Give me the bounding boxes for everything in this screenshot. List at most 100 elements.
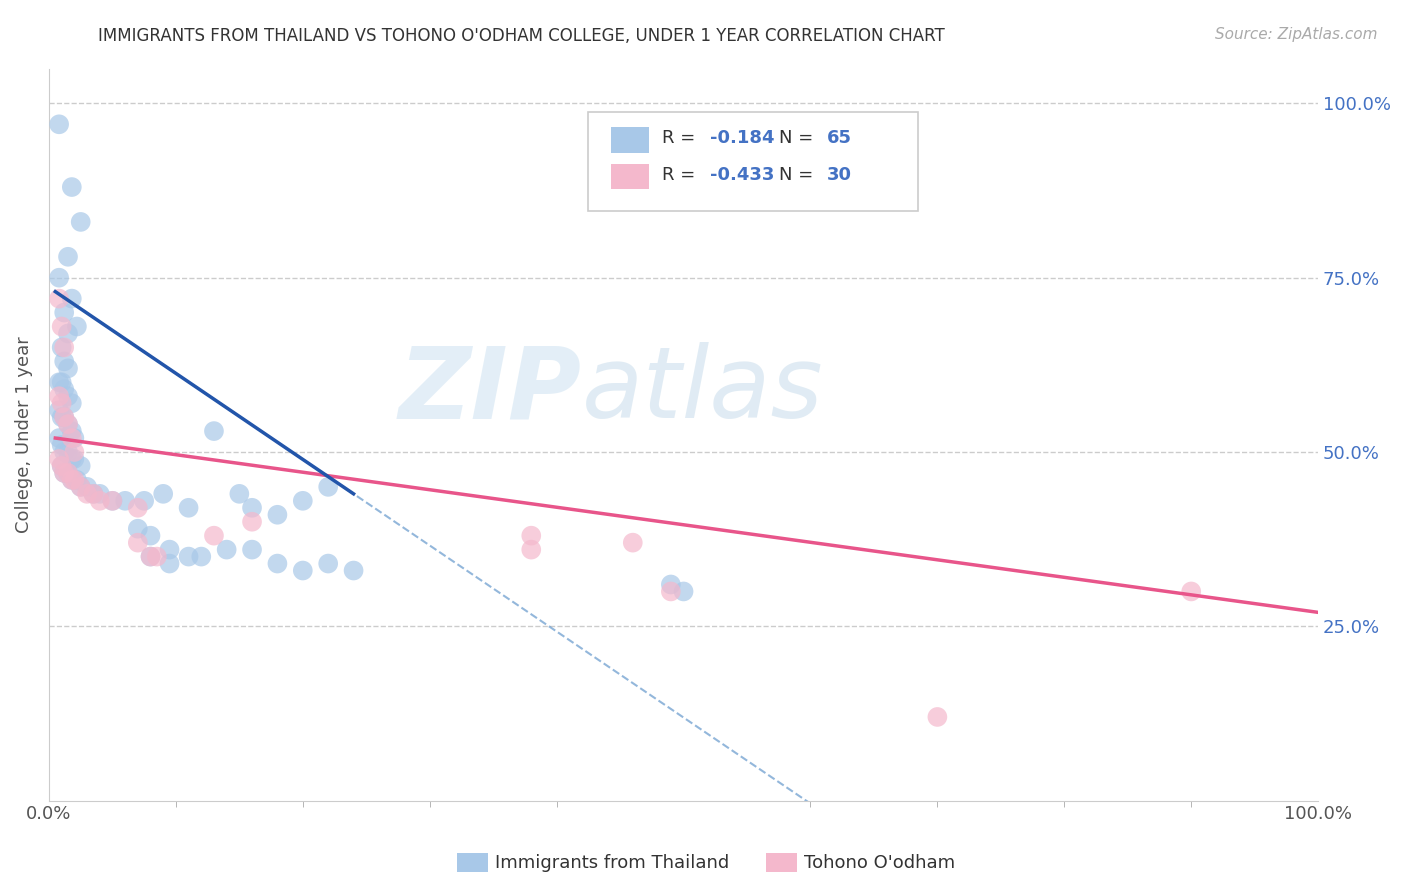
Point: [60, 424, 83, 438]
Point: [127, 535, 149, 549]
Point: [159, 542, 181, 557]
Point: [291, 564, 314, 578]
Point: [66, 473, 89, 487]
Point: [659, 577, 682, 591]
Point: [240, 515, 263, 529]
Text: N =: N =: [779, 129, 818, 147]
Point: [51, 340, 73, 354]
Point: [127, 522, 149, 536]
Point: [53, 340, 76, 354]
Point: [82, 487, 104, 501]
Point: [51, 438, 73, 452]
Point: [48, 452, 70, 467]
Point: [48, 270, 70, 285]
Point: [101, 493, 124, 508]
Point: [342, 564, 364, 578]
Point: [48, 292, 70, 306]
Point: [60, 292, 83, 306]
Text: -0.433: -0.433: [710, 166, 775, 184]
Point: [63, 473, 86, 487]
Point: [56, 466, 79, 480]
Point: [316, 480, 339, 494]
Point: [152, 487, 174, 501]
Bar: [612, 127, 650, 153]
Point: [56, 466, 79, 480]
Point: [69, 458, 91, 473]
Text: ZIP: ZIP: [399, 343, 582, 439]
Text: atlas: atlas: [582, 343, 824, 439]
Point: [139, 529, 162, 543]
Bar: [612, 164, 650, 189]
Point: [48, 117, 70, 131]
Text: Immigrants from Thailand: Immigrants from Thailand: [495, 854, 730, 871]
Point: [53, 305, 76, 319]
Point: [621, 535, 644, 549]
Point: [56, 417, 79, 431]
Point: [266, 508, 288, 522]
Point: [53, 382, 76, 396]
Text: Tohono O'odham: Tohono O'odham: [804, 854, 955, 871]
Point: [316, 557, 339, 571]
Point: [48, 403, 70, 417]
Point: [177, 549, 200, 564]
Point: [291, 493, 314, 508]
Point: [53, 354, 76, 368]
Text: 65: 65: [827, 129, 852, 147]
Point: [89, 493, 111, 508]
Point: [82, 487, 104, 501]
Point: [146, 549, 169, 564]
Point: [53, 466, 76, 480]
Point: [56, 326, 79, 341]
Point: [56, 445, 79, 459]
Point: [672, 584, 695, 599]
Point: [48, 376, 70, 390]
Point: [240, 542, 263, 557]
Point: [51, 458, 73, 473]
Point: [51, 410, 73, 425]
Text: IMMIGRANTS FROM THAILAND VS TOHONO O'ODHAM COLLEGE, UNDER 1 YEAR CORRELATION CHA: IMMIGRANTS FROM THAILAND VS TOHONO O'ODH…: [98, 27, 945, 45]
Point: [76, 487, 98, 501]
Text: R =: R =: [662, 166, 702, 184]
Point: [63, 452, 86, 467]
Point: [240, 500, 263, 515]
Point: [139, 549, 162, 564]
Point: [139, 549, 162, 564]
Point: [659, 584, 682, 599]
Point: [56, 250, 79, 264]
Point: [69, 480, 91, 494]
Point: [215, 542, 238, 557]
Point: [69, 215, 91, 229]
Point: [60, 473, 83, 487]
Text: Source: ZipAtlas.com: Source: ZipAtlas.com: [1215, 27, 1378, 42]
Point: [56, 361, 79, 376]
Point: [56, 417, 79, 431]
Text: N =: N =: [779, 166, 818, 184]
Point: [53, 466, 76, 480]
Point: [76, 480, 98, 494]
Point: [69, 480, 91, 494]
Point: [53, 445, 76, 459]
Point: [127, 500, 149, 515]
Point: [134, 493, 156, 508]
Y-axis label: College, Under 1 year: College, Under 1 year: [15, 336, 32, 533]
Point: [48, 431, 70, 445]
Point: [520, 529, 543, 543]
Point: [60, 180, 83, 194]
Point: [60, 473, 83, 487]
Point: [190, 549, 212, 564]
Point: [202, 529, 225, 543]
Point: [202, 424, 225, 438]
Point: [89, 487, 111, 501]
Point: [56, 389, 79, 403]
Point: [51, 396, 73, 410]
Point: [177, 500, 200, 515]
Text: -0.184: -0.184: [710, 129, 775, 147]
Point: [520, 542, 543, 557]
Point: [927, 710, 949, 724]
Point: [1180, 584, 1202, 599]
Point: [51, 319, 73, 334]
Point: [48, 389, 70, 403]
Point: [53, 410, 76, 425]
Point: [63, 445, 86, 459]
Point: [53, 410, 76, 425]
